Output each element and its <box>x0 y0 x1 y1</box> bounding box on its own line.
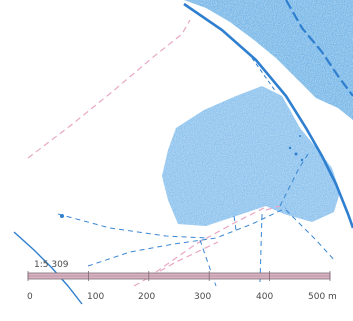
shoreline-lines <box>183 0 353 229</box>
scale-bar <box>27 272 331 280</box>
water-area-north <box>184 0 353 120</box>
road-lines <box>27 19 281 287</box>
sheet-scale-label: 1:5 309 <box>34 260 69 270</box>
scale-tick-label-0: 0 <box>27 292 33 302</box>
point-markers <box>60 135 304 218</box>
water-area-east <box>162 86 340 226</box>
scale-tick-label-100: 100 <box>87 292 104 302</box>
scale-tick-label-500: 500 m <box>308 292 337 302</box>
scale-tick-label-300: 300 <box>194 292 211 302</box>
diagonal-boundary-line <box>13 231 83 305</box>
scale-tick-label-200: 200 <box>138 292 155 302</box>
scale-tick-label-400: 400 <box>256 292 273 302</box>
